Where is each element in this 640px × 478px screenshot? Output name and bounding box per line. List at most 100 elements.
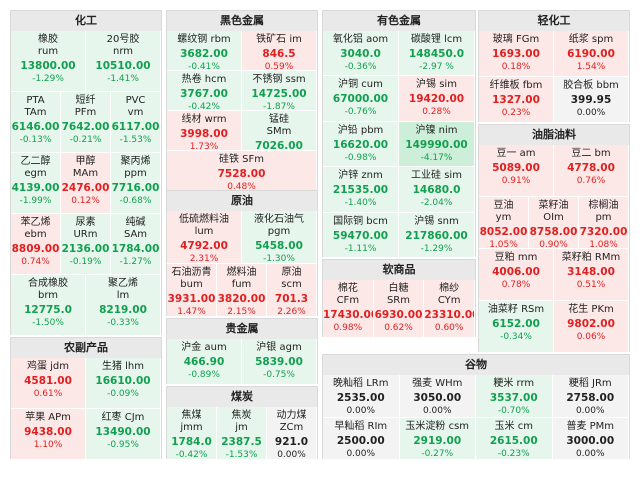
quote-price: 217860.00 [405,229,468,242]
quote-cell[interactable]: 石油沥青 bum 3931.00 1.47% [167,264,217,317]
quote-price: 14725.00 [251,88,307,100]
quote-cell[interactable]: 焦煤 jmm 1784.0 -0.42% [167,407,217,460]
quote-name: 热卷 hcm [181,74,227,85]
quote-cell[interactable]: 沪铅 pbm 16620.00 -0.98% [323,121,399,168]
quote-cell[interactable]: PTA TAm 6146.00 -0.13% [11,92,61,153]
quote-price: 12775.0 [24,304,72,316]
quote-change: -0.19% [69,257,102,267]
quote-cell[interactable]: 豆粕 mm 4006.00 0.78% [479,249,554,301]
quote-cell[interactable]: 焦炭 jm 2387.5 -1.53% [217,407,267,460]
quote-cell[interactable]: 国际铜 bcm 59470.00 -1.11% [323,212,399,258]
quote-cell[interactable]: 菜籽粕 RMm 3148.00 0.51% [554,249,629,301]
quote-cell[interactable]: 低硫燃料油 lum 4792.00 2.31% [167,211,242,264]
quote-cell[interactable]: 不锈钢 ssm 14725.00 -1.87% [242,71,317,111]
quote-price: 3050.00 [413,392,462,404]
quote-price: 2500.00 [336,434,385,447]
quote-cell[interactable]: 20号胶 nrm 10510.00 -1.41% [86,31,161,92]
quote-name: 棉纱 CYm [437,283,461,306]
quote-cell[interactable]: 螺纹钢 rbm 3682.00 -0.41% [167,31,242,71]
quote-cell[interactable]: 热卷 hcm 3767.00 -0.42% [167,71,242,111]
quote-cell[interactable]: 液化石油气 pgm 5458.00 -1.30% [242,211,317,264]
quote-cell[interactable]: 原油 scm 701.3 2.26% [267,264,317,317]
quote-cell[interactable]: 短纤 PFm 7642.00 -0.21% [61,92,111,153]
quote-cell[interactable]: 棉纱 CYm 23310.00 0.60% [424,280,475,338]
quote-price: 6117.00 [111,121,160,133]
quote-cell[interactable]: 沪锡 snm 217860.00 -1.29% [399,212,475,258]
quote-change: 0.60% [434,323,464,333]
quote-cell[interactable]: 动力煤 ZCm 921.0 0.00% [267,407,317,460]
quote-cell[interactable]: 粳稻 JRm 2758.00 0.00% [552,375,629,418]
quote-cell[interactable]: 沪镍 nim 149990.00 -4.17% [399,121,475,168]
quote-cell[interactable]: 普麦 PMm 3000.00 0.00% [552,417,629,460]
quote-name: 燃料油 fum [226,267,257,290]
quote-name: 鸡蛋 jdm [26,361,70,372]
quote-cell[interactable]: 甲醇 MAm 2476.00 0.12% [61,153,111,214]
quote-cell[interactable]: 玉米 cm 2615.00 -0.23% [476,417,553,460]
quote-cell[interactable]: 碳酸锂 lcm 148450.0 -2.97 % [399,31,475,77]
quote-price: 14680.0 [412,184,461,197]
quote-change: 0.00% [346,406,376,416]
quote-cell[interactable]: 粳米 rrm 3537.00 -0.70% [476,375,553,418]
quote-cell[interactable]: 沪铜 cum 67000.00 -0.76% [323,76,399,122]
quote-cell[interactable]: 沪锡 sim 19420.00 0.28% [399,76,475,122]
quote-cell[interactable]: 白糖 SRm 6930.00 0.62% [373,280,425,338]
quote-cell[interactable]: 花生 PKm 9802.00 0.06% [554,301,629,353]
quote-change: 0.18% [501,62,531,72]
quote-cell[interactable]: 沪金 aum 466.90 -0.89% [167,339,242,385]
quote-cell[interactable]: 纸浆 spm 6190.00 1.54% [554,31,629,77]
quote-cell[interactable]: 尿素 URm 2136.00 -0.19% [61,214,111,275]
quote-change: 1.10% [33,440,63,450]
quote-cell[interactable]: 纤维板 fbm 1327.00 0.23% [479,77,554,123]
quote-cell[interactable]: 苹果 APm 9438.00 1.10% [11,409,86,460]
quote-cell[interactable]: 沪银 agm 5839.00 -0.75% [242,339,317,385]
quote-cell[interactable]: 合成橡胶 brm 12775.0 -1.50% [11,275,86,336]
quote-price: 466.90 [183,356,225,368]
section-light: 轻化工 玻璃 FGm 1693.00 0.18% 纸浆 spm 6190.00 1.54%… [478,10,630,123]
quote-cell[interactable]: 橡胶 rum 13800.00 -1.29% [11,31,86,92]
quote-name: 纤维板 fbm [489,80,543,91]
quote-change: -0.98% [344,152,377,163]
quote-cell[interactable]: 铁矿石 im 846.5 0.59% [242,31,317,71]
quote-name: 乙二醇 egm [20,156,51,179]
quote-price: 23310.00 [424,309,475,321]
quote-cell[interactable]: 早籼稻 RIm 2500.00 0.00% [323,417,400,460]
quote-cell[interactable]: 沪锌 znm 21535.00 -1.40% [323,167,399,213]
section-agri: 农副产品 鸡蛋 jdm 4581.00 0.61% 生猪 lhm 16610.00 -0.… [10,337,162,460]
quote-change: -0.13% [19,135,52,145]
quote-name: 粳米 rrm [493,378,535,389]
quote-cell[interactable]: 聚乙烯 lm 8219.00 -0.33% [86,275,161,336]
quote-cell[interactable]: 红枣 CJm 13490.00 -0.95% [86,409,161,460]
quote-cell[interactable]: 玉米淀粉 csm 2919.00 -0.27% [399,417,476,460]
quote-cell[interactable]: 豆一 am 5089.00 0.91% [479,145,554,197]
quote-name: 强麦 WHm [412,378,463,389]
quote-cell[interactable]: 生猪 lhm 16610.00 -0.09% [86,358,161,409]
quote-name: 焦炭 jm [231,410,252,433]
quote-name: 生猪 lhm [101,361,145,372]
quote-cell[interactable]: 豆二 bm 4778.00 0.76% [554,145,629,197]
quote-cell[interactable]: 氧化铝 aom 3040.0 -0.36% [323,31,399,77]
quote-cell[interactable]: 鸡蛋 jdm 4581.00 0.61% [11,358,86,409]
quote-cell[interactable]: 乙二醇 egm 4139.00 -1.99% [11,153,61,214]
quote-cell[interactable]: 棕榈油 pm 7320.00 1.08% [579,197,629,249]
quote-cell[interactable]: 菜籽油 OIm 8758.00 0.90% [529,197,579,249]
quote-cell[interactable]: 线材 wrm 3998.00 1.73% [167,111,242,151]
quote-cell[interactable]: 聚丙烯 ppm 7716.00 -0.68% [111,153,161,214]
quote-price: 846.5 [262,48,296,60]
quote-cell[interactable]: 棉花 CFm 17430.00 0.98% [323,280,374,338]
quote-cell[interactable]: PVC vm 6117.00 -1.53% [111,92,161,153]
quote-cell[interactable]: 燃料油 fum 3820.00 2.15% [217,264,267,317]
quote-cell[interactable]: 工业硅 sim 14680.0 -2.04% [399,167,475,213]
quote-name: 低硫燃料油 lum [179,214,229,237]
quote-cell[interactable]: 胶合板 bbm 399.95 0.00% [554,77,629,123]
quote-cell[interactable]: 纯碱 SAm 1784.00 -1.27% [111,214,161,275]
quote-cell[interactable]: 豆油 ym 8052.00 1.05% [479,197,529,249]
quote-cell[interactable]: 玻璃 FGm 1693.00 0.18% [479,31,554,77]
quote-cell[interactable]: 苯乙烯 ebm 8809.00 0.74% [11,214,61,275]
quote-price: 701.3 [274,293,309,305]
quote-cell[interactable]: 油菜籽 RSm 6152.00 -0.34% [479,301,554,353]
quote-cell[interactable]: 硅铁 SFm 7528.00 0.48% [167,151,317,191]
quote-cell[interactable]: 强麦 WHm 3050.00 0.00% [399,375,476,418]
quote-cell[interactable]: 晚籼稻 LRm 2535.00 0.00% [323,375,400,418]
section-grain: 谷物 晚籼稻 LRm 2535.00 0.00% 强麦 WHm 3050.00 0.00%… [322,354,630,460]
